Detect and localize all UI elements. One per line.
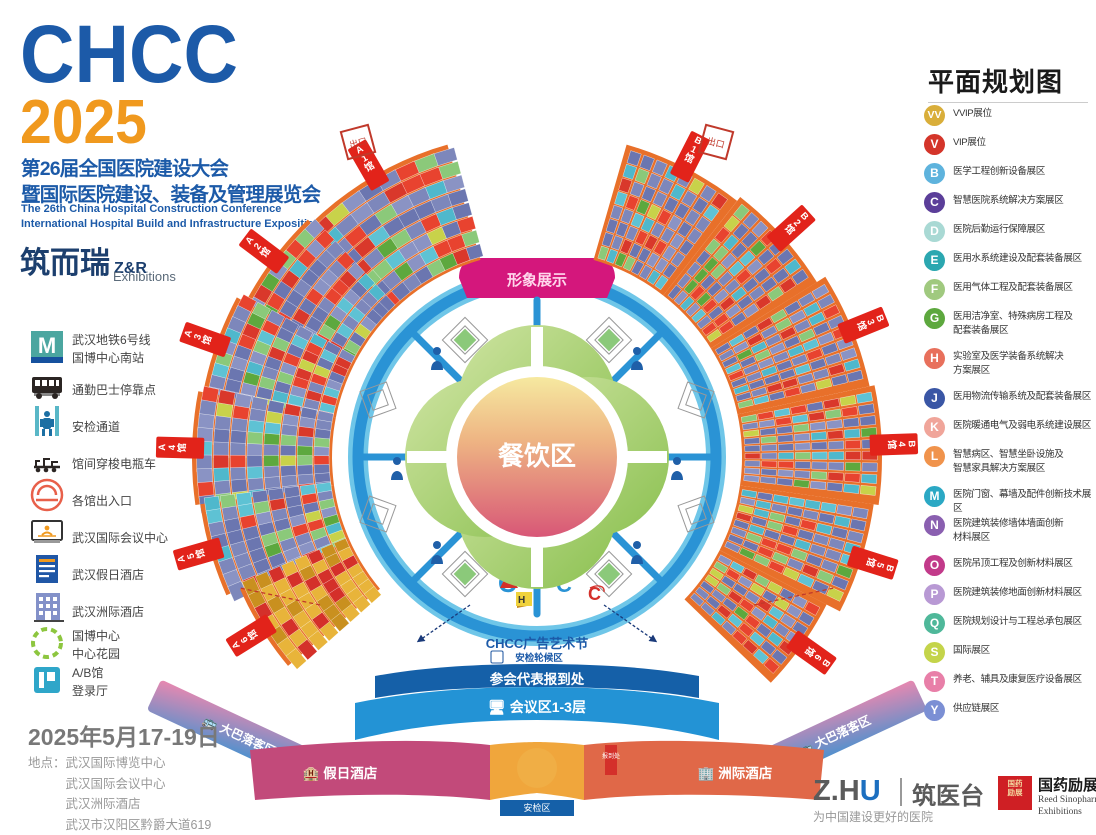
svg-text:参会代表报到处: 参会代表报到处 [490,671,585,687]
svg-text:H: H [518,595,525,606]
svg-text:🏢 洲际酒店: 🏢 洲际酒店 [698,765,773,781]
svg-text:🏨 假日酒店: 🏨 假日酒店 [303,765,378,782]
svg-text:C: C [588,584,601,604]
svg-text:出口: 出口 [706,135,726,150]
svg-text:餐饮区: 餐饮区 [498,441,576,471]
svg-text:CHCC广告艺术节: CHCC广告艺术节 [486,636,589,651]
svg-text:安检区: 安检区 [523,802,550,813]
svg-text:报到处: 报到处 [602,752,620,760]
svg-text:M: M [38,333,56,358]
svg-text:安检轮候区: 安检轮候区 [515,652,563,664]
svg-text:形象展示: 形象展示 [507,271,567,289]
svg-text:🖥 会议区1-3层: 🖥 会议区1-3层 [488,699,586,715]
